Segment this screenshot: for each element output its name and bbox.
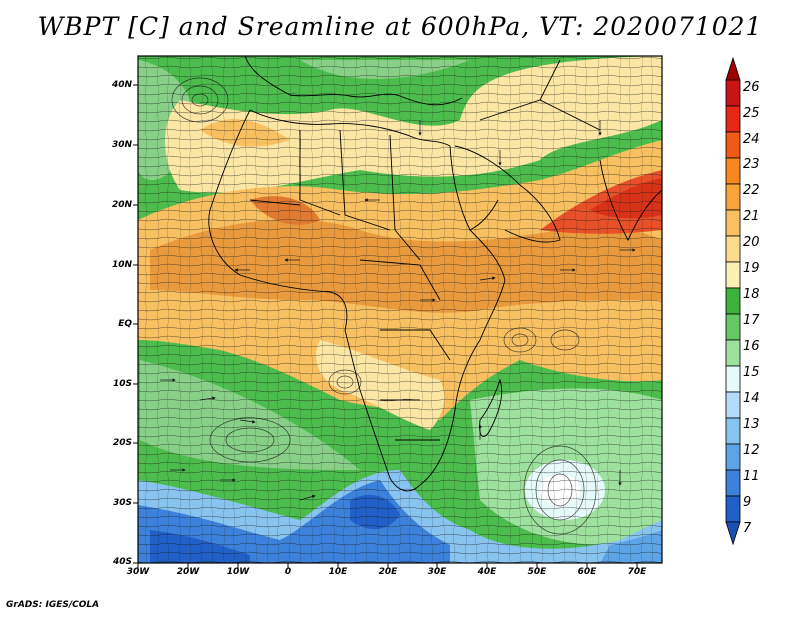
lat-label: 40N <box>111 80 132 90</box>
colorbar-label: 9 <box>743 495 752 510</box>
colorbar-label: 26 <box>743 80 760 95</box>
colorbar-segment <box>725 131 741 159</box>
grads-credit: GrADS: IGES/COLA <box>6 600 100 610</box>
colorbar-segment <box>725 417 741 445</box>
colorbar-segment <box>725 365 741 393</box>
colorbar-label: 21 <box>743 209 760 224</box>
colorbar-label: 23 <box>743 157 760 172</box>
coastlines <box>208 56 662 492</box>
lat-label: 20S <box>112 438 132 448</box>
colorbar-segment <box>725 443 741 471</box>
colorbar-segment <box>725 105 741 133</box>
colorbar-segment <box>725 261 741 289</box>
lon-label: 10W <box>226 567 250 577</box>
lon-label: 70E <box>627 567 647 577</box>
colorbar-label: 14 <box>743 391 760 406</box>
lon-label: 20E <box>378 567 398 577</box>
colorbar-bottom-arrow <box>725 521 741 546</box>
lat-label: 10N <box>111 260 132 270</box>
lat-label: EQ <box>118 319 132 329</box>
plot-title: WBPT [C] and Sreamline at 600hPa, VT: 20… <box>37 12 763 41</box>
colorbar-segment <box>725 313 741 341</box>
colorbar-label: 18 <box>743 287 760 302</box>
lon-label: 30E <box>427 567 447 577</box>
colorbar-label: 11 <box>743 469 760 484</box>
colorbar-label: 7 <box>743 521 752 536</box>
colorbar-segment <box>725 287 741 315</box>
colorbar-segment <box>725 391 741 419</box>
colorbar-segment <box>725 183 741 211</box>
colorbar-label: 16 <box>743 339 760 354</box>
plot-frame <box>137 55 663 564</box>
lon-label: 50E <box>527 567 547 577</box>
colorbar-segment <box>725 339 741 367</box>
lat-label: 20N <box>111 200 132 210</box>
lon-label: 60E <box>577 567 597 577</box>
colorbar-segment <box>725 157 741 185</box>
colorbar-label: 13 <box>743 417 760 432</box>
colorbar <box>725 56 741 546</box>
colorbar-label: 20 <box>743 235 760 250</box>
colorbar-label: 17 <box>743 313 760 328</box>
lon-label: 30W <box>126 567 150 577</box>
colorbar-label: 19 <box>743 261 760 276</box>
colorbar-segment <box>725 235 741 263</box>
lat-label: 40S <box>112 557 132 567</box>
colorbar-segment <box>725 79 741 107</box>
lon-label: 0 <box>284 567 292 577</box>
lon-label: 20W <box>176 567 200 577</box>
axis-ticks <box>133 84 638 568</box>
colorbar-label: 22 <box>743 183 760 198</box>
colorbar-label: 12 <box>743 443 760 458</box>
lon-label: 40E <box>477 567 497 577</box>
colorbar-label: 15 <box>743 365 760 380</box>
lon-label: 10E <box>328 567 348 577</box>
lat-label: 30S <box>112 498 132 508</box>
colorbar-label: 24 <box>743 132 760 147</box>
colorbar-segment <box>725 209 741 237</box>
lat-label: 30N <box>111 140 132 150</box>
lat-label: 10S <box>112 379 132 389</box>
colorbar-segment <box>725 495 741 523</box>
colorbar-label: 25 <box>743 106 760 121</box>
colorbar-top-arrow <box>725 56 741 81</box>
colorbar-segment <box>725 469 741 497</box>
field-map <box>138 56 662 563</box>
